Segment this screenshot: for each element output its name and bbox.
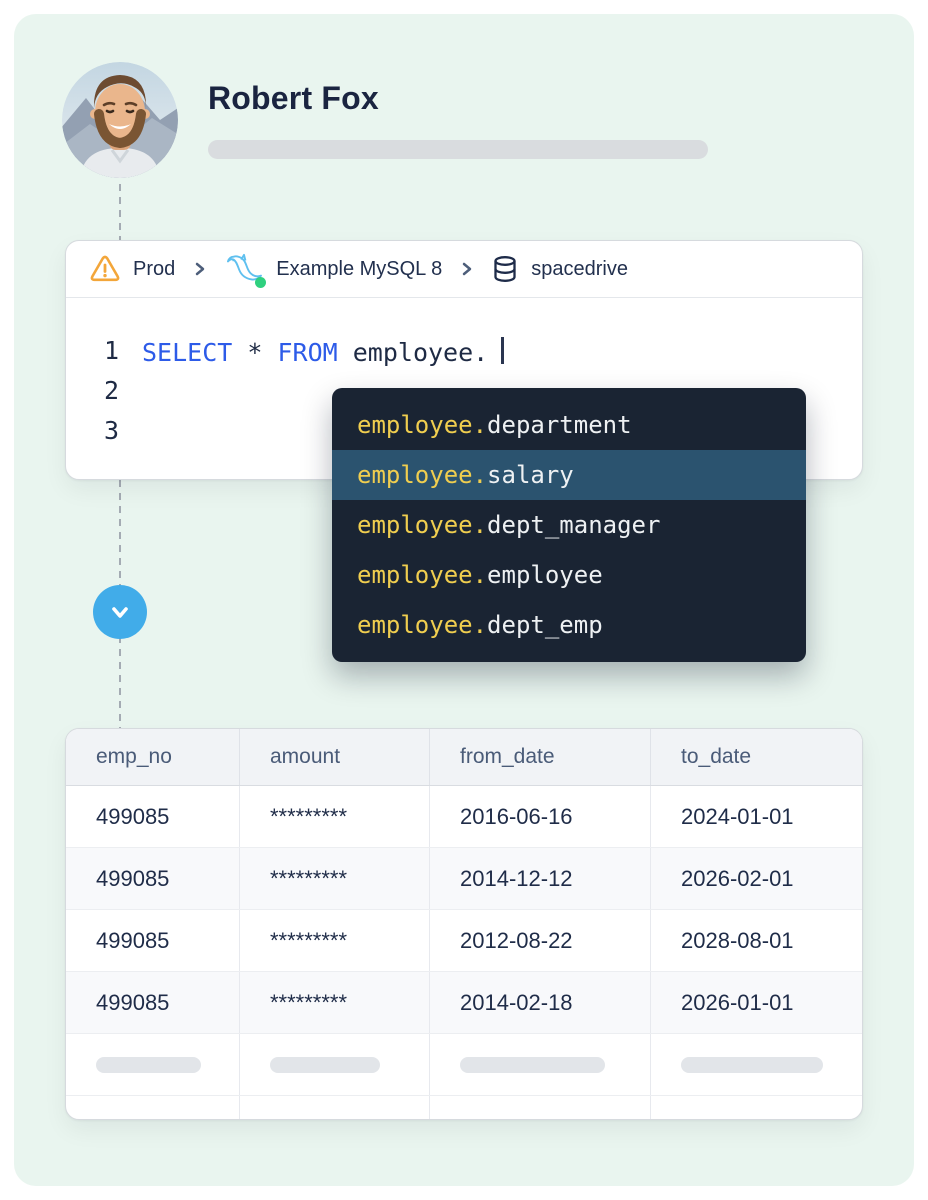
skeleton-placeholder: [96, 1056, 201, 1073]
warning-icon: [90, 255, 120, 283]
line-number: 2: [103, 375, 119, 405]
empty-cell: [66, 1096, 239, 1119]
avatar-illustration: [62, 62, 178, 178]
cell-emp-no: 499085: [96, 927, 170, 953]
autocomplete-item-salary-selected[interactable]: employee. salary: [332, 450, 806, 500]
cell-to-date: 2028-08-01: [650, 910, 862, 971]
cell-amount: *********: [239, 972, 429, 1033]
skeleton-placeholder: [270, 1056, 380, 1073]
avatar: [62, 62, 178, 178]
mysql-dolphin-icon: [225, 252, 267, 288]
cell-to-date: 2026-01-01: [650, 972, 862, 1033]
loading-cell: [429, 1034, 650, 1095]
code-line-2: 2: [97, 370, 862, 410]
cell-amount: *********: [239, 848, 429, 909]
loading-cell: [650, 1034, 862, 1095]
empty-cell: [429, 1096, 650, 1119]
line-number: 1: [103, 335, 119, 365]
cell-amount: *********: [239, 910, 429, 971]
breadcrumb-item-env[interactable]: Prod: [90, 255, 175, 283]
cell-from-date: 2014-02-18: [429, 972, 650, 1033]
breadcrumb-env-label: Prod: [133, 257, 176, 280]
breadcrumb-connection-label: Example MySQL 8: [276, 257, 443, 280]
cell-from-date: 2014-12-12: [429, 848, 650, 909]
autocomplete-item-dept-emp[interactable]: employee. dept_emp: [357, 611, 603, 639]
cell-to-date: 2024-01-01: [650, 786, 862, 847]
database-icon: [492, 255, 518, 283]
table-header-row: emp_no amount from_date to_date: [66, 729, 862, 785]
column-header-from-date[interactable]: from_date: [429, 729, 650, 785]
table-row-partial: [66, 1095, 862, 1119]
loading-cell: [66, 1034, 239, 1095]
column-header-to-date[interactable]: to_date: [650, 729, 862, 785]
chevron-right-icon: [194, 260, 206, 278]
table-row: 499085 ********* 2014-02-18 2026-01-01: [66, 971, 862, 1033]
column-header-amount[interactable]: amount: [239, 729, 429, 785]
user-subtitle-placeholder: [208, 140, 708, 159]
autocomplete-item-employee[interactable]: employee. employee: [357, 561, 603, 589]
autocomplete-item-department[interactable]: employee. department: [357, 411, 632, 439]
line-number: 3: [103, 415, 119, 445]
autocomplete-dropdown: employee. department employee. salary empl…: [332, 388, 806, 662]
user-name: Robert Fox: [208, 80, 379, 116]
cell-amount: *********: [239, 786, 429, 847]
loading-cell: [239, 1034, 429, 1095]
table-row-loading: [66, 1033, 862, 1095]
cell-from-date: 2012-08-22: [429, 910, 650, 971]
code-line-1: 1 SELECT * FROM employee.: [97, 330, 862, 370]
code-text: SELECT * FROM employee.: [142, 334, 504, 367]
empty-cell: [239, 1096, 429, 1119]
cell-emp-no: 499085: [96, 865, 170, 891]
results-table-card: emp_no amount from_date to_date 499085 *…: [65, 728, 863, 1120]
chevron-down-icon: [112, 607, 128, 618]
cell-to-date: 2026-02-01: [650, 848, 862, 909]
autocomplete-item-dept-manager[interactable]: employee. dept_manager: [357, 511, 661, 539]
chevron-right-icon: [461, 260, 473, 278]
cell-from-date: 2016-06-16: [429, 786, 650, 847]
breadcrumb-item-connection[interactable]: Example MySQL 8: [225, 252, 443, 288]
sql-editor[interactable]: 1 SELECT * FROM employee. 2 3: [66, 298, 862, 450]
code-line-3: 3: [97, 410, 862, 450]
column-header-emp-no[interactable]: emp_no: [96, 745, 172, 768]
run-query-button[interactable]: [93, 585, 147, 639]
skeleton-placeholder: [681, 1056, 823, 1073]
connector-line-top: [119, 184, 121, 240]
skeleton-placeholder: [460, 1056, 605, 1073]
table-row: 499085 ********* 2012-08-22 2028-08-01: [66, 909, 862, 971]
cell-emp-no: 499085: [96, 803, 170, 829]
breadcrumb-item-database[interactable]: spacedrive: [492, 255, 628, 283]
text-cursor: [501, 336, 504, 364]
connection-status-dot: [255, 277, 267, 288]
table-row: 499085 ********* 2014-12-12 2026-02-01: [66, 847, 862, 909]
cell-emp-no: 499085: [96, 989, 170, 1015]
empty-cell: [650, 1096, 862, 1119]
breadcrumb-database-label: spacedrive: [531, 257, 628, 280]
breadcrumb: Prod Example MySQL 8: [66, 241, 862, 298]
table-row: 499085 ********* 2016-06-16 2024-01-01: [66, 785, 862, 847]
